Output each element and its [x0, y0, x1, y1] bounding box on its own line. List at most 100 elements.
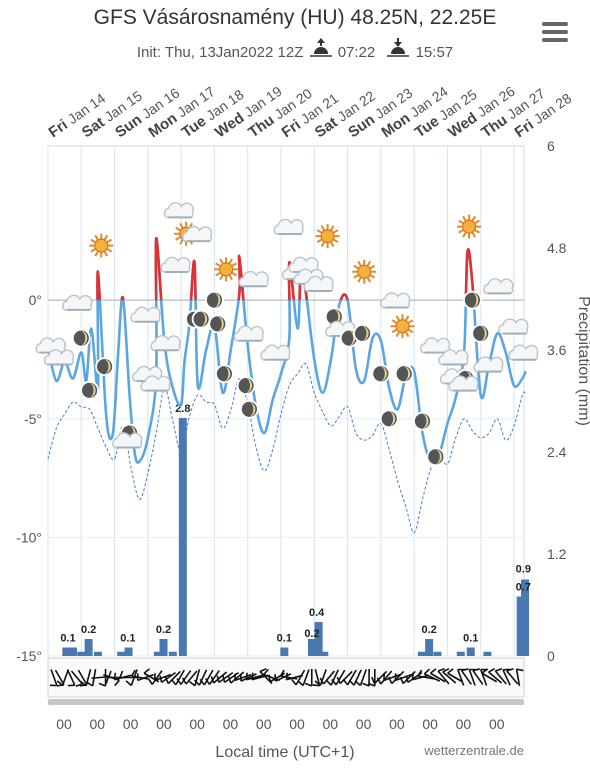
temperature-lines — [46, 237, 527, 534]
x-axis-title: Local time (UTC+1) — [215, 744, 354, 761]
sun-ray — [395, 331, 400, 338]
menu-icon[interactable] — [542, 22, 568, 46]
hour-tick-label: 00 — [356, 716, 372, 732]
wind-barb-feather — [216, 675, 220, 683]
wind-barb — [314, 669, 327, 687]
sun-ray — [215, 262, 221, 267]
moon-icon — [208, 314, 228, 334]
hour-tick-label: 00 — [422, 716, 438, 732]
cloud-shape — [273, 218, 304, 235]
wind-barb-staff — [167, 670, 181, 685]
hour-axis: 00 00 00 00 00 00 00 00 00 00 00 00 00 00 — [56, 716, 505, 732]
wind-barb-feather — [405, 675, 409, 683]
wind-barb — [279, 669, 298, 680]
sun-ray — [179, 222, 184, 229]
wind-barb — [481, 668, 498, 683]
cloud-shape — [112, 432, 143, 449]
wind-barb — [204, 670, 220, 685]
moon-crescent — [433, 448, 442, 465]
wind-barb-staff — [137, 673, 154, 682]
precip-tick-label: 2.4 — [547, 444, 567, 460]
moon-icon — [463, 290, 482, 310]
wind-barb-staff — [442, 671, 457, 684]
wind-barb-staff — [66, 669, 76, 686]
wind-barb — [506, 668, 519, 685]
wind-barb — [66, 669, 76, 687]
cloud-icon — [498, 318, 529, 335]
wind-barb — [515, 668, 524, 687]
wind-barb-staff — [346, 669, 357, 686]
wind-barb-feather — [170, 678, 177, 686]
wind-barb — [437, 668, 450, 685]
sun-icon — [89, 233, 114, 258]
wind-barb-feather — [259, 667, 267, 673]
wind-barb-feather — [437, 668, 445, 672]
cloud-shape — [438, 349, 469, 366]
sun-ray — [353, 274, 359, 279]
precip-data-label: 0.2 — [81, 624, 96, 636]
sun-icon — [315, 224, 340, 249]
cloud-shape — [473, 356, 504, 373]
sun-ray — [462, 232, 467, 238]
sun-ray — [231, 262, 237, 267]
hour-tick-label: 00 — [323, 716, 339, 732]
precip-bar — [117, 651, 126, 656]
moon-crescent — [102, 358, 111, 375]
sunset-icon — [385, 38, 411, 57]
sun-ray — [330, 241, 335, 248]
temp-tick-label: 0° — [29, 292, 42, 308]
moon-icon — [236, 376, 256, 395]
wind-barb-feather — [268, 674, 271, 682]
sun-ray — [395, 315, 400, 321]
wind-barb-feather — [506, 668, 514, 672]
wind-barb-staff — [161, 671, 176, 684]
wind-barb-staff — [502, 669, 511, 686]
hour-tick-label: 00 — [123, 716, 139, 732]
wind-barb-staff — [198, 669, 208, 686]
wind-barb-staff — [339, 670, 353, 685]
cloud-shape — [508, 344, 539, 361]
wind-barb-feather — [285, 672, 288, 680]
precip-data-label: 0.1 — [277, 633, 292, 645]
wind-barb-staff — [437, 670, 450, 685]
wind-barb — [234, 673, 252, 682]
wind-barb-feather — [495, 668, 503, 672]
wind-barb-staff — [417, 675, 435, 680]
wind-barb-staff — [481, 672, 498, 683]
wind-barb-feather — [399, 676, 404, 684]
wind-barb-staff — [230, 671, 245, 684]
sun-ray — [471, 232, 476, 238]
wind-barb — [336, 670, 353, 685]
sun-ray — [103, 234, 109, 241]
precip-data-label: 0.1 — [120, 633, 135, 645]
sun-ray — [357, 260, 362, 267]
wind-barb-staff — [494, 670, 507, 685]
moon-crescent — [87, 382, 96, 399]
cloud-shape — [181, 225, 213, 242]
sun-ray — [474, 219, 480, 225]
wind-barb-feather — [188, 680, 196, 687]
wind-barb — [354, 669, 367, 687]
sun-disc — [94, 238, 109, 253]
wind-barb — [472, 668, 484, 685]
moon-icon — [379, 409, 399, 429]
wind-barb — [176, 670, 192, 685]
sun-ray — [320, 241, 325, 248]
wind-barb-staff — [506, 670, 519, 685]
cloud-icon — [62, 294, 93, 311]
moon-icon — [205, 290, 224, 310]
cloud-icon — [233, 325, 264, 342]
wind-barb-staff — [275, 673, 292, 682]
wind-barb-feather — [461, 668, 469, 672]
wind-barb-staff — [460, 670, 472, 685]
moon-icon — [426, 447, 446, 467]
sun-ray — [330, 225, 335, 231]
precip-tick-label: 0 — [547, 648, 555, 664]
sun-ray — [94, 251, 99, 257]
cloud-shape — [238, 270, 269, 287]
sun-ray — [333, 229, 339, 234]
precip-bar — [68, 647, 77, 656]
sun-ray — [369, 264, 376, 270]
moon-crescent — [215, 315, 224, 332]
